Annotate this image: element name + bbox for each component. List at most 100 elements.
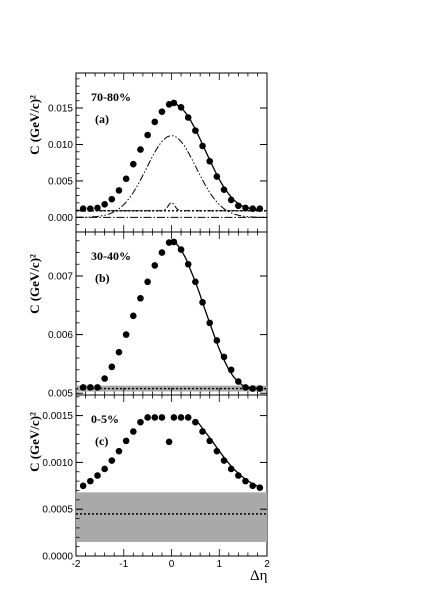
panel-c-data-point <box>170 414 178 421</box>
panel-c-data-point <box>165 438 173 446</box>
panel-c-data-point <box>115 447 123 455</box>
panel-b-data-point <box>192 278 199 286</box>
panel-a-data-point <box>227 196 235 204</box>
panel-b-centrality: 30-40% <box>91 249 131 263</box>
panel-a-data-point <box>122 175 130 183</box>
panel-c-xtick-label: 1 <box>216 559 222 570</box>
panel-b-data-point <box>227 366 235 374</box>
panel-a-centrality: 70-80% <box>91 90 131 104</box>
panel-c-data-point <box>235 472 242 479</box>
panel-b-data-point <box>158 249 166 256</box>
panel-c-data-point <box>144 414 151 421</box>
panel-b-ytick-label: 0.006 <box>48 330 73 341</box>
panel-b-data-point <box>242 384 249 391</box>
panel-a-data-point <box>177 103 185 111</box>
panel-b-y-axis-title: C (GeV/c)² <box>27 254 42 314</box>
panel-c-label: (c) <box>95 434 108 448</box>
panel-a-data-point <box>151 118 159 126</box>
panel-c-ytick-label: 0.0005 <box>42 505 73 516</box>
panel-c-data-point <box>79 482 87 490</box>
panel-a-data-point <box>220 186 228 193</box>
panel-c-data-point <box>242 477 249 485</box>
panel-b-ytick-label: 0.007 <box>48 271 73 282</box>
panel-a-label: (a) <box>95 112 109 126</box>
panel-a-ytick-label: 0.005 <box>48 176 73 187</box>
panel-a-ytick-label: 0.010 <box>48 140 73 151</box>
panel-c-xtick-label: -1 <box>119 559 128 570</box>
panel-b: 0.005 0.006 0.007 30-40% (b) C (GeV/c)² <box>27 231 268 400</box>
panel-c-data-point <box>213 447 221 455</box>
panel-a-data-point <box>101 200 108 208</box>
panel-a-fit-curve <box>171 102 263 211</box>
panel-b-data-point <box>144 278 151 286</box>
panel-a: 0.000 0.005 0.010 0.015 70-80% (a) C (GeV/c… <box>27 72 268 233</box>
panel-c-plot: 0.0000 0.0005 0.0010 0.0015 -2 -1 0 1 2 <box>42 395 270 570</box>
panel-b-plot: 0.005 0.006 0.007 <box>48 232 268 400</box>
panel-c-data-point <box>220 457 228 464</box>
panel-c-data-point <box>158 414 166 421</box>
panel-a-data-point <box>235 202 242 210</box>
panel-a-data-point <box>115 187 123 194</box>
panel-a-data-point <box>144 131 151 139</box>
panel-a-data-point <box>130 160 137 168</box>
panel-c-ytick-label: 0.0015 <box>42 411 73 422</box>
panel-a-data-point <box>79 205 87 212</box>
panel-b-data-point <box>235 378 242 385</box>
panel-a-data-point <box>256 205 264 212</box>
panel-c-data-point <box>249 482 256 490</box>
panel-c-xtick-label: 0 <box>169 559 175 570</box>
panel-c-data-point <box>101 465 108 473</box>
panel-b-data-point <box>94 384 101 391</box>
panel-c-data-point <box>199 428 206 435</box>
panel-c-xtick-label: 2 <box>264 559 270 570</box>
panel-b-data-point <box>137 294 144 302</box>
panel-b-data-point <box>177 246 185 253</box>
panel-a-data-point <box>184 114 192 121</box>
panel-b-data-point <box>87 384 94 391</box>
panel-b-data-point <box>256 385 264 392</box>
panel-c-systematic-band <box>76 492 267 542</box>
panel-a-data-point <box>192 127 199 134</box>
panel-c-ytick-label: 0.0010 <box>42 458 73 469</box>
panel-b-data-point <box>184 260 192 268</box>
panel-b-data-point <box>108 363 116 371</box>
panel-c: 0.0000 0.0005 0.0010 0.0015 -2 -1 0 1 2 0-5% (c)… <box>27 394 270 570</box>
panel-b-data-point <box>151 262 159 269</box>
panel-b-data-point <box>115 348 123 356</box>
panel-c-data-point <box>184 414 192 421</box>
panel-a-data-point <box>249 205 256 212</box>
panel-a-data-point <box>94 204 101 212</box>
panel-b-data-point <box>130 312 137 320</box>
panel-b-label: (b) <box>95 271 110 285</box>
panel-b-data-point <box>206 319 213 327</box>
panel-c-data-point <box>151 414 159 421</box>
panel-b-data-point <box>220 353 228 361</box>
panel-c-ytick-label: 0.0000 <box>42 552 73 563</box>
panel-b-ytick-label: 0.005 <box>48 389 73 400</box>
panel-a-data-point <box>108 195 116 203</box>
panel-a-data-point <box>158 108 166 115</box>
panel-c-data-point <box>206 437 213 445</box>
panel-c-data-point <box>122 437 130 445</box>
panel-a-data-point <box>137 146 144 153</box>
panel-c-data-point <box>192 418 199 426</box>
panel-c-data-point <box>87 477 94 485</box>
panel-a-y-axis-title: C (GeV/c)² <box>27 95 42 155</box>
panel-c-data-point <box>177 414 185 421</box>
panel-b-data-point <box>249 385 256 392</box>
panel-b-data-point <box>165 239 173 246</box>
panel-c-data-point <box>256 484 264 491</box>
panel-c-y-axis-title: C (GeV/c)² <box>27 412 42 472</box>
x-axis-title: Δη <box>250 568 268 584</box>
panel-a-data-point <box>170 99 178 107</box>
panel-a-data-point <box>242 204 249 212</box>
panel-a-data-point <box>87 205 94 212</box>
panel-a-narrow-component-curve <box>76 202 267 212</box>
panel-c-data-point <box>227 465 235 473</box>
panel-c-centrality: 0-5% <box>91 412 119 426</box>
panel-b-data-point <box>213 337 221 344</box>
panel-c-data-point <box>130 428 137 435</box>
panel-a-data-point <box>213 173 221 180</box>
panel-b-data-point <box>199 299 206 306</box>
